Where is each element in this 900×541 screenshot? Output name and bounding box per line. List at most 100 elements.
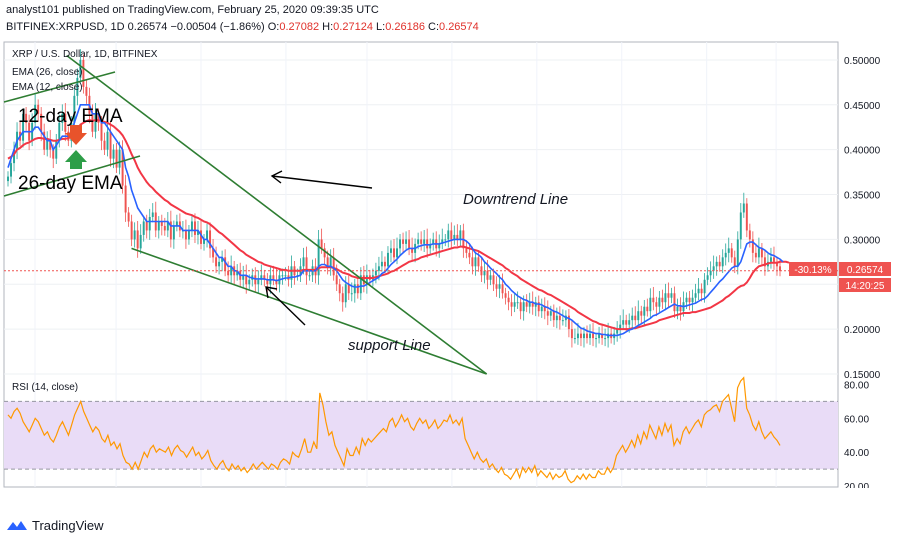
candle-body	[772, 257, 775, 262]
candle-body	[187, 230, 190, 240]
chart-frame[interactable]: 0.500000.450000.400000.350000.300000.250…	[0, 38, 900, 502]
candle-body	[79, 59, 82, 78]
publisher-line: analyst101 published on TradingView.com,…	[6, 4, 379, 16]
candle-body	[190, 221, 193, 231]
candle-body	[561, 320, 564, 322]
candle-body	[724, 252, 727, 258]
candle-body	[184, 230, 187, 240]
candle-body	[456, 234, 459, 240]
candle-body	[393, 248, 395, 258]
candle-body	[604, 338, 607, 340]
candle-body	[492, 275, 495, 285]
candle-body	[658, 297, 661, 307]
candle-body	[133, 230, 136, 240]
candle-body	[254, 275, 257, 285]
price-tick-label: 0.35000	[844, 191, 881, 202]
candle-body	[411, 248, 414, 253]
candle-body	[103, 140, 106, 150]
candle-body	[335, 275, 338, 285]
candle-body	[552, 311, 555, 321]
downtrend-pointer-arrow	[271, 175, 373, 189]
candle-body	[736, 239, 739, 267]
candle-body	[10, 163, 12, 177]
candle-body	[706, 275, 709, 280]
candle-body	[655, 302, 658, 307]
price-tick-label: 0.20000	[844, 325, 881, 336]
support-line	[131, 247, 487, 375]
candle-body	[390, 248, 392, 253]
candle-body	[757, 248, 760, 258]
ema26-annotation: 26-day EMA	[18, 173, 123, 194]
candle-body	[721, 257, 724, 267]
candle-body	[151, 212, 154, 217]
down-arrow-marker	[65, 125, 87, 145]
candle-body	[589, 333, 591, 339]
candle-body	[507, 297, 510, 303]
candle-body	[573, 338, 576, 340]
candle-body	[166, 221, 169, 231]
symbol[interactable]: BITFINEX:XRPUSD, 1D	[6, 21, 125, 33]
footer[interactable]: TradingView	[6, 514, 104, 536]
candle-body	[13, 149, 16, 164]
candle-body	[465, 248, 468, 253]
candle-body	[272, 275, 275, 280]
candle-body	[742, 203, 745, 213]
candle-body	[537, 302, 540, 312]
downtrend-line	[66, 54, 488, 375]
ema26-line	[7, 119, 790, 331]
candle-body	[628, 320, 631, 325]
candle-body	[664, 293, 667, 303]
candle-body	[727, 248, 730, 253]
candle-body	[121, 149, 124, 186]
support-arrowhead	[265, 286, 278, 299]
candle-body	[55, 140, 58, 159]
candle-body	[640, 311, 643, 316]
candle-body	[450, 230, 453, 240]
candle-body	[284, 275, 287, 277]
open-label: O:	[267, 21, 280, 33]
ema26-legend: EMA (26, close)	[12, 67, 83, 78]
candle-body	[200, 230, 202, 244]
candle-body	[353, 284, 356, 294]
candle-body	[745, 203, 748, 231]
brand-name: TradingView	[32, 517, 104, 533]
candle-body	[779, 266, 781, 271]
price-tick-label: 0.15000	[844, 370, 881, 381]
candle-body	[549, 311, 552, 316]
candle-body	[347, 284, 350, 294]
candle-body	[64, 113, 67, 132]
candle-body	[124, 185, 127, 213]
candle-body	[637, 311, 640, 321]
rsi-legend: RSI (14, close)	[12, 382, 78, 393]
candle-body	[685, 297, 688, 303]
candle-body	[598, 333, 601, 339]
candle-body	[22, 113, 25, 141]
candle-body	[76, 77, 79, 96]
channel-upper-line	[3, 71, 116, 103]
close-value: 0.26574	[439, 21, 479, 33]
candle-body	[118, 149, 121, 168]
candle-body	[49, 140, 52, 150]
candle-body	[649, 297, 652, 312]
candle-body	[323, 248, 326, 258]
candle-body	[215, 257, 218, 267]
candle-body	[528, 302, 531, 307]
candle-body	[248, 279, 251, 285]
candle-body	[501, 284, 504, 294]
candle-body	[625, 320, 628, 325]
candle-body	[163, 225, 166, 231]
chart-svg[interactable]: 0.500000.450000.400000.350000.300000.250…	[0, 38, 900, 502]
candle-body	[730, 248, 733, 258]
ema-layer	[7, 104, 790, 337]
up-arrow-marker	[65, 150, 87, 169]
candle-body	[516, 302, 519, 304]
candle-body	[652, 297, 655, 303]
candle-body	[405, 239, 408, 244]
candle-body	[555, 315, 558, 321]
candle-body	[525, 302, 528, 307]
candle-body	[471, 257, 474, 267]
candle-body	[344, 284, 347, 303]
candle-body	[522, 302, 525, 312]
header-bar: analyst101 published on TradingView.com,…	[0, 0, 900, 38]
candle-body	[106, 131, 109, 150]
